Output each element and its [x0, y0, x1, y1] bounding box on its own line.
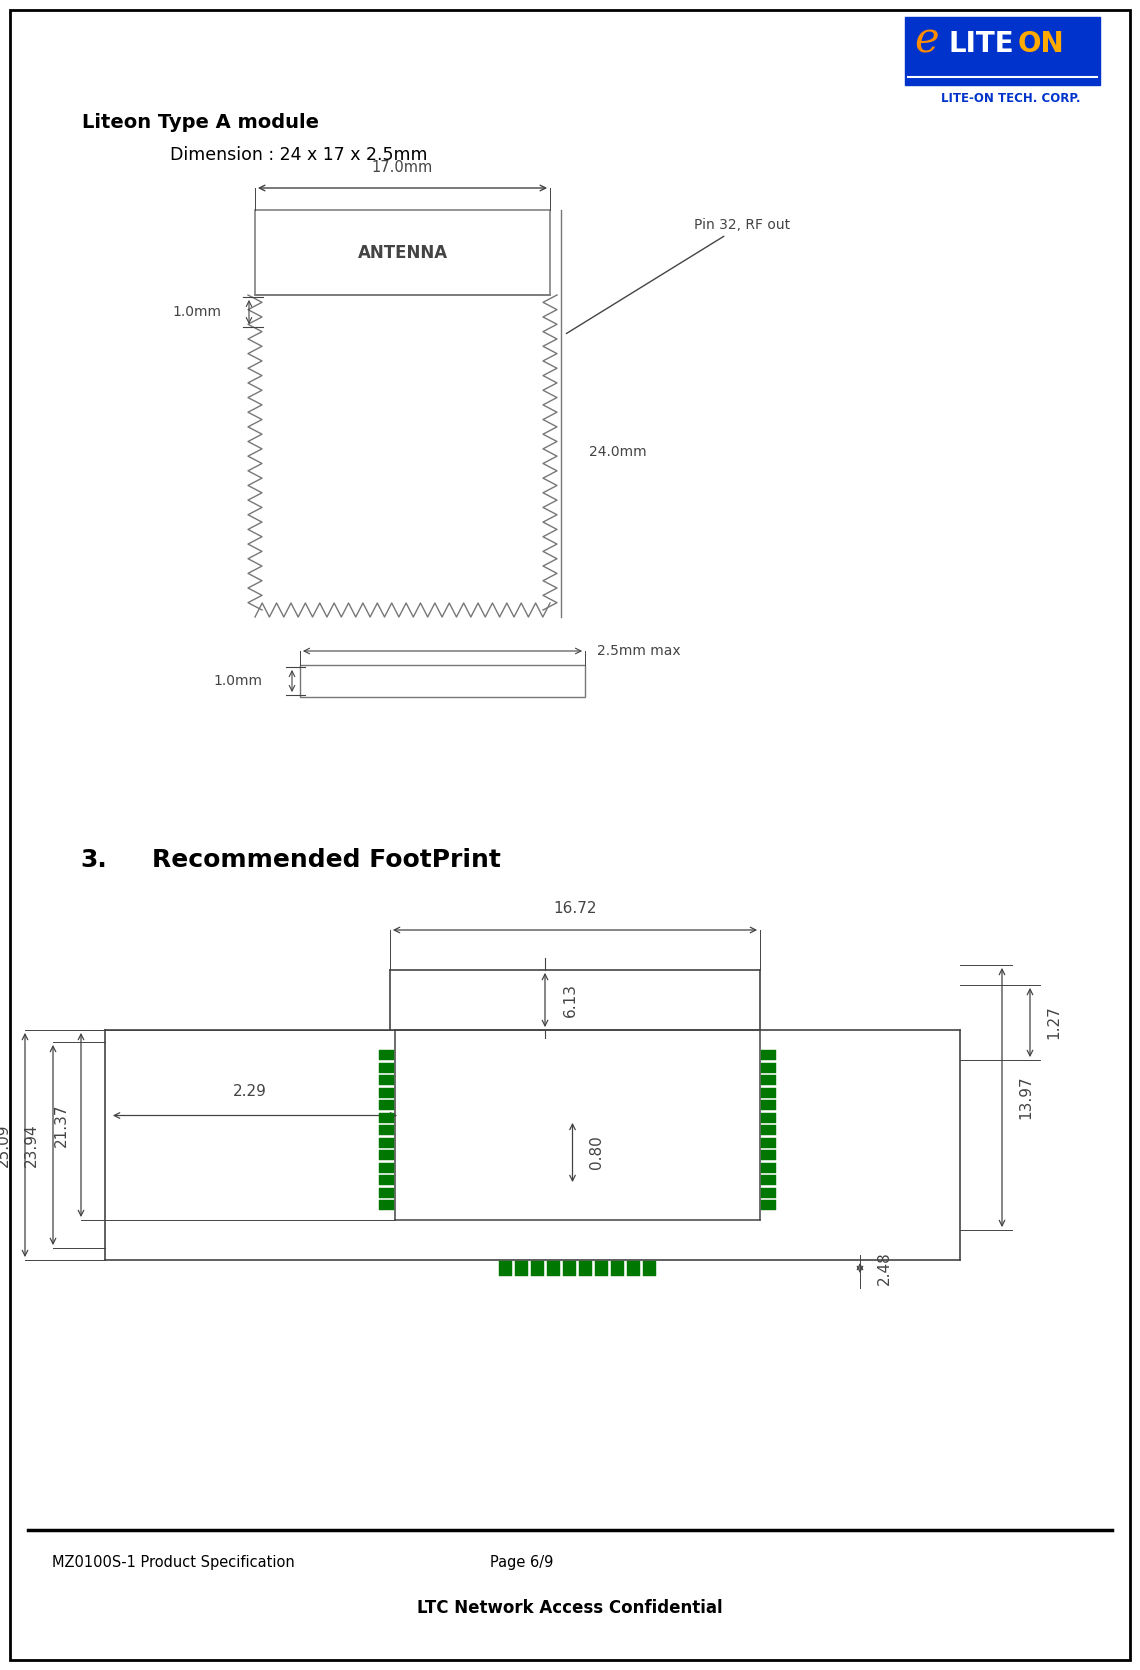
Text: 1.0mm: 1.0mm: [172, 306, 221, 319]
Bar: [762, 1062, 776, 1072]
Bar: [378, 1126, 394, 1136]
Text: 21.37: 21.37: [54, 1104, 68, 1147]
Text: 2.29: 2.29: [233, 1084, 267, 1099]
Text: LITE-ON TECH. CORP.: LITE-ON TECH. CORP.: [940, 92, 1081, 105]
Bar: [611, 1261, 624, 1276]
Bar: [378, 1137, 394, 1147]
Bar: [378, 1162, 394, 1172]
Text: LTC Network Access Confidential: LTC Network Access Confidential: [417, 1598, 723, 1617]
Text: ANTENNA: ANTENNA: [358, 244, 448, 262]
Bar: [762, 1187, 776, 1197]
Text: 16.72: 16.72: [553, 902, 596, 917]
Text: Page 6/9: Page 6/9: [490, 1555, 553, 1570]
Bar: [499, 1261, 512, 1276]
Bar: [762, 1112, 776, 1122]
Text: 13.97: 13.97: [1018, 1075, 1034, 1119]
Bar: [378, 1087, 394, 1097]
Text: Pin 32, RF out: Pin 32, RF out: [567, 219, 790, 334]
Bar: [762, 1101, 776, 1111]
Bar: [378, 1187, 394, 1197]
Text: 1.27: 1.27: [1047, 1005, 1061, 1039]
Bar: [378, 1101, 394, 1111]
Bar: [643, 1261, 655, 1276]
Bar: [255, 210, 549, 296]
Text: 1.0mm: 1.0mm: [213, 675, 262, 688]
Bar: [378, 1151, 394, 1161]
Text: Liteon Type A module: Liteon Type A module: [82, 112, 319, 132]
Text: 3.: 3.: [80, 848, 107, 872]
Bar: [762, 1151, 776, 1161]
Bar: [762, 1087, 776, 1097]
Bar: [547, 1261, 560, 1276]
Bar: [762, 1050, 776, 1060]
Text: 24.0mm: 24.0mm: [589, 446, 646, 459]
Bar: [762, 1162, 776, 1172]
Text: 6.13: 6.13: [563, 984, 578, 1017]
Text: e: e: [914, 20, 939, 62]
Bar: [627, 1261, 640, 1276]
Text: 2.5mm max: 2.5mm max: [597, 645, 681, 658]
Text: Dimension : 24 x 17 x 2.5mm: Dimension : 24 x 17 x 2.5mm: [170, 145, 428, 164]
Bar: [378, 1176, 394, 1186]
Bar: [531, 1261, 544, 1276]
Bar: [762, 1137, 776, 1147]
Text: LITE: LITE: [948, 30, 1015, 58]
Bar: [378, 1112, 394, 1122]
Bar: [515, 1261, 528, 1276]
Bar: [300, 665, 585, 696]
Bar: [762, 1075, 776, 1086]
Bar: [378, 1050, 394, 1060]
Text: 2.48: 2.48: [877, 1251, 891, 1284]
Text: 0.80: 0.80: [589, 1136, 604, 1169]
Text: 25.09: 25.09: [0, 1124, 10, 1167]
Text: Recommended FootPrint: Recommended FootPrint: [152, 848, 500, 872]
Text: 17.0mm: 17.0mm: [372, 160, 433, 175]
Bar: [905, 17, 1100, 85]
Bar: [378, 1201, 394, 1211]
Bar: [762, 1176, 776, 1186]
Bar: [762, 1201, 776, 1211]
Text: 23.94: 23.94: [24, 1124, 39, 1167]
Bar: [378, 1075, 394, 1086]
Bar: [762, 1126, 776, 1136]
Text: MZ0100S-1 Product Specification: MZ0100S-1 Product Specification: [52, 1555, 295, 1570]
Text: ON: ON: [1018, 30, 1065, 58]
Bar: [579, 1261, 592, 1276]
Bar: [595, 1261, 608, 1276]
Bar: [378, 1062, 394, 1072]
Bar: [563, 1261, 576, 1276]
